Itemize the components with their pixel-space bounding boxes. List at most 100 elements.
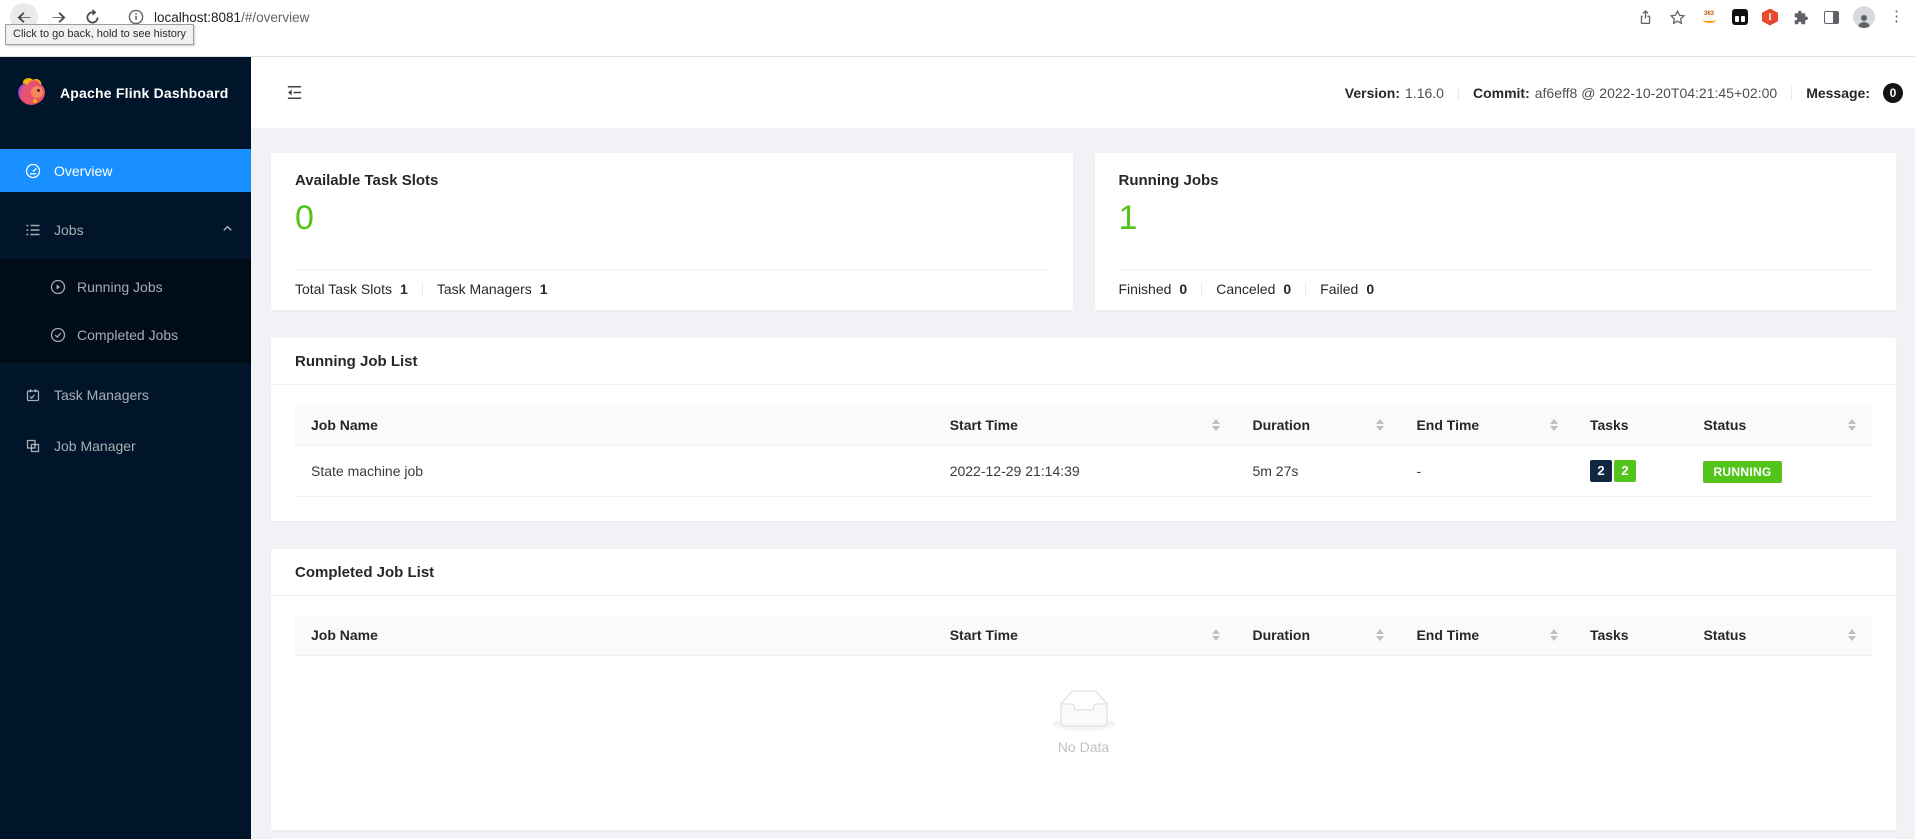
main-area: Version: 1.16.0 Commit: af6eff8 @ 2022-1… <box>251 57 1915 839</box>
completed-job-table: Job Name Start Time Duration End Time Ta… <box>295 615 1872 656</box>
content: Available Task Slots 0 Total Task Slots 1… <box>251 128 1915 839</box>
sort-icon[interactable] <box>1376 629 1385 642</box>
running-job-list-title: Running Job List <box>271 338 1896 385</box>
sidebar-item-label: Jobs <box>54 221 84 238</box>
menu-fold-icon[interactable] <box>285 83 304 102</box>
page-info-icon[interactable] <box>128 9 144 25</box>
sidebar-item-label: Running Jobs <box>77 279 163 295</box>
empty-state: No Data <box>295 656 1872 765</box>
sort-icon[interactable] <box>1376 418 1385 431</box>
extensions-puzzle-icon[interactable] <box>1792 8 1810 26</box>
reload-icon <box>86 8 98 23</box>
sort-icon[interactable] <box>1549 418 1558 431</box>
task-managers-icon <box>25 387 41 403</box>
sidebar-item-label: Overview <box>54 162 113 179</box>
start-time-cell: 2022-12-29 21:14:39 <box>933 445 1237 497</box>
column-header-duration[interactable]: Duration <box>1236 405 1401 446</box>
running-job-table: Job Name Start Time Duration End Time Ta… <box>295 405 1872 497</box>
sort-icon[interactable] <box>1549 629 1558 642</box>
browser-chrome: localhost:8081/#/overview 363 I ⋮ Click … <box>0 0 1915 57</box>
stat-footer-item: Canceled 0 <box>1216 281 1292 297</box>
tasks-cell: 2 2 <box>1573 445 1688 497</box>
sidebar-item-running-jobs[interactable]: Running Jobs <box>0 263 251 311</box>
address-bar[interactable]: localhost:8081/#/overview <box>128 9 1636 25</box>
status-badge: RUNNING <box>1703 460 1782 483</box>
tasks-running-badge: 2 <box>1613 459 1636 482</box>
divider <box>1791 85 1793 100</box>
sort-icon[interactable] <box>1848 418 1856 431</box>
app-logo: Apache Flink Dashboard <box>0 57 251 129</box>
bookmark-star-icon[interactable] <box>1668 8 1686 26</box>
stat-footer-item: Total Task Slots 1 <box>295 281 408 297</box>
sort-icon[interactable] <box>1848 629 1856 642</box>
check-circle-icon <box>50 327 66 343</box>
job-name-cell[interactable]: State machine job <box>295 445 934 497</box>
completed-job-list-title: Completed Job List <box>271 549 1896 596</box>
sidebar-item-label: Task Managers <box>54 386 149 403</box>
running-jobs-card: Running Jobs 1 Finished 0 Canceled 0 Faile… <box>1094 153 1896 310</box>
commit-value: af6eff8 @ 2022-10-20T04:21:45+02:00 <box>1534 84 1778 101</box>
column-header-end-time[interactable]: End Time <box>1400 615 1574 656</box>
sidebar-item-task-managers[interactable]: Task Managers <box>0 373 251 416</box>
empty-box-icon <box>1051 690 1116 731</box>
sidebar-item-jobs[interactable]: Jobs <box>0 208 251 251</box>
sidebar-item-completed-jobs[interactable]: Completed Jobs <box>0 311 251 359</box>
url-text[interactable]: localhost:8081/#/overview <box>154 9 310 25</box>
empty-text: No Data <box>1057 739 1110 755</box>
sort-icon[interactable] <box>1212 629 1221 642</box>
extension-dark-icon[interactable] <box>1732 9 1748 25</box>
job-manager-icon <box>25 438 41 454</box>
version-label: Version: <box>1344 84 1401 101</box>
sort-icon[interactable] <box>1212 418 1221 431</box>
column-header-status[interactable]: Status <box>1687 615 1872 656</box>
extension-363-icon[interactable]: 363 <box>1700 8 1718 26</box>
column-header-tasks[interactable]: Tasks <box>1573 615 1688 656</box>
stat-footer-item: Finished 0 <box>1118 281 1188 297</box>
jobs-submenu: Running Jobs Completed Jobs <box>0 259 251 363</box>
person-icon <box>1858 15 1870 28</box>
divider <box>295 269 1049 270</box>
dashboard-icon <box>25 163 41 179</box>
side-panel-icon[interactable] <box>1824 10 1839 24</box>
play-circle-icon <box>50 279 66 295</box>
running-jobs-value: 1 <box>1118 199 1138 237</box>
extension-shield-icon[interactable]: I <box>1762 8 1778 26</box>
table-row[interactable]: State machine job 2022-12-29 21:14:39 5m… <box>295 445 1872 497</box>
flink-squirrel-logo <box>18 78 46 105</box>
available-task-slots-card: Available Task Slots 0 Total Task Slots 1… <box>271 153 1073 310</box>
browser-menu-icon[interactable]: ⋮ <box>1889 8 1904 25</box>
duration-cell: 5m 27s <box>1236 445 1401 497</box>
card-title: Available Task Slots <box>295 172 439 189</box>
sidebar: Apache Flink Dashboard Overview Jobs <box>0 57 251 839</box>
column-header-job-name[interactable]: Job Name <box>295 405 934 446</box>
running-job-list-card: Running Job List Job Name Start Time Dur… <box>271 338 1896 521</box>
message-count-badge[interactable]: 0 <box>1883 82 1903 103</box>
profile-avatar[interactable] <box>1853 6 1875 28</box>
available-task-slots-value: 0 <box>295 199 314 237</box>
end-time-cell: - <box>1400 445 1574 497</box>
browser-forward-button[interactable] <box>44 3 72 31</box>
sidebar-item-label: Completed Jobs <box>77 327 179 343</box>
column-header-duration[interactable]: Duration <box>1236 615 1401 656</box>
divider <box>1305 282 1307 296</box>
version-value: 1.16.0 <box>1405 84 1444 101</box>
column-header-start-time[interactable]: Start Time <box>933 405 1237 446</box>
divider <box>421 282 423 296</box>
stat-footer-item: Task Managers 1 <box>436 281 548 297</box>
commit-label: Commit: <box>1472 84 1530 101</box>
browser-reload-button[interactable] <box>78 3 106 31</box>
divider <box>1201 282 1203 296</box>
column-header-job-name[interactable]: Job Name <box>295 615 934 656</box>
share-icon[interactable] <box>1636 8 1654 26</box>
column-header-end-time[interactable]: End Time <box>1400 405 1574 446</box>
column-header-status[interactable]: Status <box>1687 405 1872 446</box>
completed-job-list-card: Completed Job List Job Name Start Time D… <box>271 548 1896 830</box>
stat-footer-item: Failed 0 <box>1320 281 1375 297</box>
list-icon <box>25 222 41 238</box>
sidebar-item-job-manager[interactable]: Job Manager <box>0 424 251 467</box>
next-card-top-edge <box>271 837 1896 839</box>
sidebar-item-overview[interactable]: Overview <box>0 149 251 192</box>
column-header-start-time[interactable]: Start Time <box>933 615 1237 656</box>
version-info: Version: 1.16.0 Commit: af6eff8 @ 2022-1… <box>1344 82 1903 103</box>
column-header-tasks[interactable]: Tasks <box>1573 405 1688 446</box>
